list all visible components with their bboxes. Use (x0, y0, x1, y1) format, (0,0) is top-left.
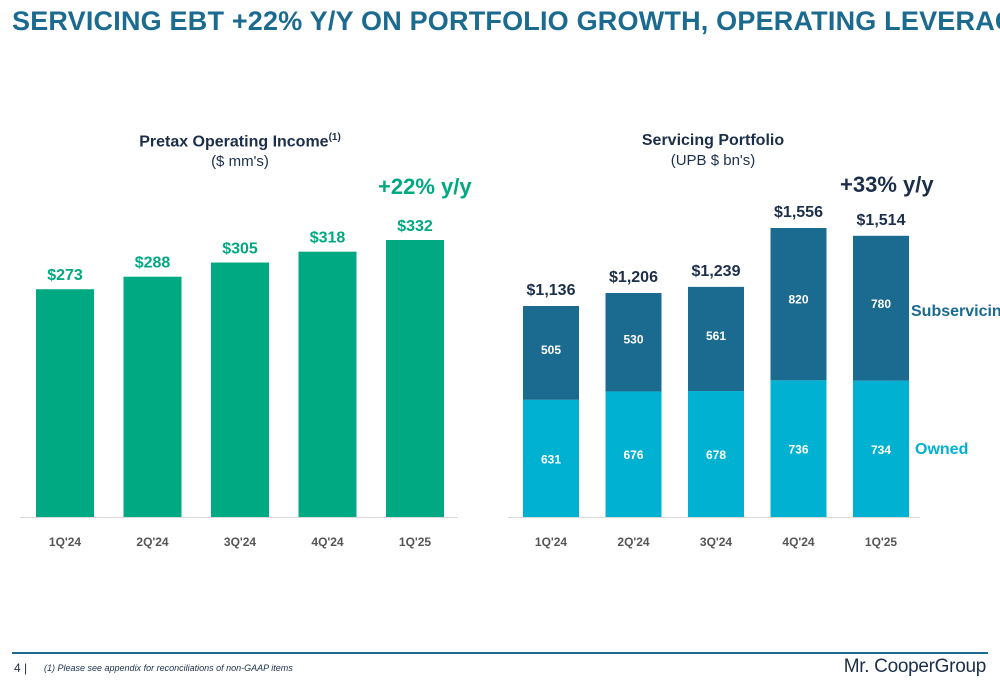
left-bar-value-label: $318 (310, 230, 346, 247)
left-x-tick-label: 1Q'25 (399, 535, 432, 549)
owned-bar-segment (853, 380, 909, 517)
left-chart-footnote-ref: (1) (328, 132, 341, 143)
right-chart-title: Servicing Portfolio (641, 132, 785, 149)
right-x-tick-label: 1Q'24 (535, 535, 568, 549)
owned-value-label: 736 (788, 443, 808, 457)
subservicing-bar-segment (688, 286, 744, 392)
total-value-label: $1,239 (692, 263, 741, 280)
footer-divider (12, 652, 988, 654)
right-chart-subtitle: (UPB $ bn's) (670, 152, 756, 169)
left-chart-title: Pretax Operating Income (139, 133, 329, 151)
left-bar-value-label: $305 (222, 241, 258, 258)
left-bar (298, 251, 357, 517)
total-value-label: $1,136 (527, 282, 576, 299)
right-x-tick-label: 4Q'24 (782, 535, 815, 549)
left-chart-header: Pretax Operating Income(1) ($ mm's) (90, 132, 390, 170)
subservicing-bar-segment (770, 228, 827, 381)
owned-value-label: 676 (623, 448, 643, 462)
owned-bar-segment (688, 391, 744, 517)
left-bar-value-label: $288 (135, 255, 171, 272)
left-bar (211, 262, 269, 517)
left-x-tick-label: 4Q'24 (311, 535, 344, 549)
page-number: 4 | (14, 661, 28, 675)
left-bar (36, 289, 94, 517)
left-chart-subtitle: ($ mm's) (211, 153, 269, 171)
total-value-label: $1,556 (774, 204, 823, 221)
owned-value-label: 678 (706, 448, 726, 462)
subservicing-bar-segment (853, 235, 909, 381)
owned-bar-segment (605, 391, 662, 517)
page-title: SERVICING EBT +22% Y/Y ON PORTFOLIO GROW… (12, 6, 1000, 36)
owned-bar-segment (523, 399, 579, 517)
subservicing-value-label: 530 (623, 332, 643, 346)
left-bar-value-label: $273 (47, 267, 83, 284)
right-chart-header: Servicing Portfolio (UPB $ bn's) (563, 132, 863, 169)
subservicing-value-label: 820 (788, 293, 808, 307)
total-value-label: $1,514 (857, 212, 906, 229)
left-x-tick-label: 3Q'24 (224, 535, 257, 549)
legend-subservicing: Subservicing (911, 303, 1000, 320)
footnote: (1) Please see appendix for reconciliati… (44, 663, 293, 673)
total-value-label: $1,206 (609, 269, 658, 286)
left-bar-value-label: $332 (397, 218, 433, 235)
left-x-tick-label: 1Q'24 (49, 535, 82, 549)
left-bar (123, 276, 182, 517)
owned-value-label: 734 (871, 443, 891, 457)
left-growth-label: +22% y/y (378, 174, 472, 199)
subservicing-value-label: 780 (871, 297, 891, 311)
subservicing-bar-segment (605, 293, 662, 392)
left-x-tick-label: 2Q'24 (136, 535, 169, 549)
subservicing-value-label: 561 (706, 329, 726, 343)
right-growth-label: +33% y/y (840, 172, 934, 197)
left-bar (386, 240, 444, 517)
legend-owned: Owned (915, 441, 968, 458)
subservicing-value-label: 505 (541, 343, 561, 357)
subservicing-bar-segment (523, 306, 579, 400)
owned-bar-segment (770, 380, 827, 517)
right-x-tick-label: 3Q'24 (700, 535, 733, 549)
owned-value-label: 631 (541, 452, 561, 466)
right-x-tick-label: 2Q'24 (617, 535, 650, 549)
company-logo: Mr. CooperGroup (843, 656, 987, 677)
right-x-tick-label: 1Q'25 (865, 535, 898, 549)
